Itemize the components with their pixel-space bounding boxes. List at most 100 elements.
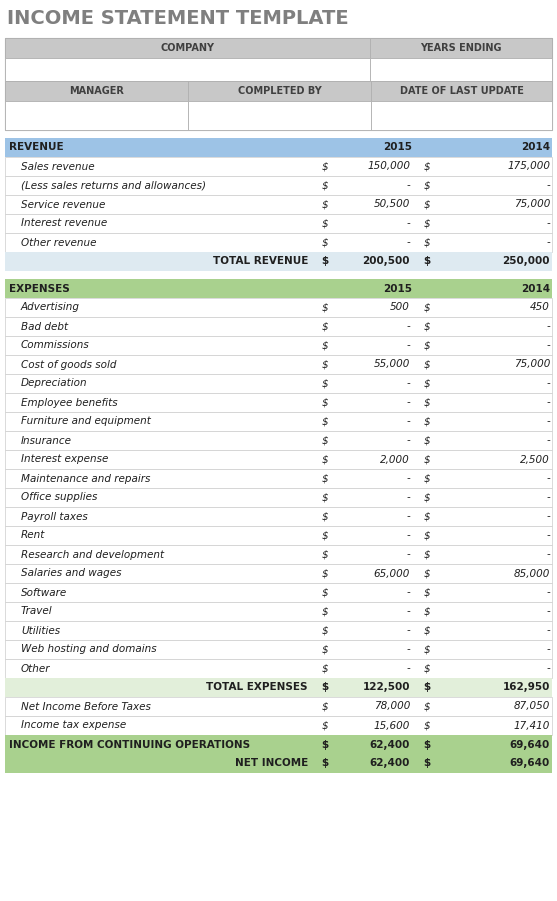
Text: $: $ [321,257,328,267]
Text: $: $ [321,238,328,248]
Bar [5,431,552,450]
Text: -: - [406,606,410,616]
Text: Rent: Rent [21,531,45,541]
Text: -: - [546,512,550,522]
Text: $: $ [321,474,328,484]
Text: Office supplies: Office supplies [21,493,97,503]
Text: $: $ [321,378,328,388]
Text: TOTAL REVENUE: TOTAL REVENUE [213,257,308,267]
Bar [5,659,552,678]
Text: $: $ [423,663,430,674]
Text: 2015: 2015 [383,142,412,152]
Text: $: $ [423,759,430,769]
Bar [5,545,552,564]
Text: -: - [546,606,550,616]
Text: $: $ [321,341,328,350]
Bar [188,81,371,101]
Text: 122,500: 122,500 [363,682,410,693]
Bar [5,640,552,659]
Text: REVENUE: REVENUE [9,142,63,152]
Text: 75,000: 75,000 [514,359,550,369]
Text: $: $ [321,180,328,190]
Text: $: $ [423,531,430,541]
Text: -: - [546,435,550,445]
Text: TOTAL EXPENSES: TOTAL EXPENSES [207,682,308,693]
Text: -: - [406,238,410,248]
Text: 15,600: 15,600 [374,721,410,731]
Text: Utilities: Utilities [21,625,60,635]
Text: -: - [546,474,550,484]
Text: $: $ [321,587,328,597]
Text: -: - [546,531,550,541]
Text: 85,000: 85,000 [514,569,550,578]
Text: 500: 500 [390,303,410,313]
Bar [5,678,552,697]
Text: 62,400: 62,400 [370,759,410,769]
Text: -: - [406,625,410,635]
Text: -: - [546,587,550,597]
Text: $: $ [321,759,328,769]
Text: 175,000: 175,000 [507,161,550,171]
Text: INCOME FROM CONTINUING OPERATIONS: INCOME FROM CONTINUING OPERATIONS [9,740,250,750]
Text: Income tax expense: Income tax expense [21,721,126,731]
Text: Payroll taxes: Payroll taxes [21,512,88,522]
Text: -: - [546,180,550,190]
Bar [5,697,552,716]
Bar [5,38,552,130]
Text: $: $ [423,180,430,190]
Text: -: - [406,587,410,597]
Text: COMPLETED BY: COMPLETED BY [238,86,321,96]
Text: Commissions: Commissions [21,341,90,350]
Text: $: $ [423,493,430,503]
Text: MANAGER: MANAGER [69,86,124,96]
Text: $: $ [423,512,430,522]
Text: Net Income Before Taxes: Net Income Before Taxes [21,702,151,712]
Text: INCOME STATEMENT TEMPLATE: INCOME STATEMENT TEMPLATE [7,10,349,29]
Text: $: $ [321,303,328,313]
Text: Research and development: Research and development [21,550,164,560]
Bar [5,157,552,176]
Text: $: $ [321,569,328,578]
Text: -: - [546,397,550,407]
Bar [5,138,552,157]
Bar [371,81,552,101]
Text: $: $ [423,550,430,560]
Bar [371,101,552,130]
Text: -: - [546,238,550,248]
Text: 2015: 2015 [383,284,412,294]
Bar [5,81,188,101]
Text: -: - [406,663,410,674]
Text: EXPENSES: EXPENSES [9,284,70,294]
Text: $: $ [423,625,430,635]
Text: $: $ [321,416,328,426]
Text: $: $ [423,359,430,369]
Text: $: $ [423,474,430,484]
Text: Travel: Travel [21,606,52,616]
Text: Other revenue: Other revenue [21,238,96,248]
Text: -: - [406,550,410,560]
Text: 450: 450 [530,303,550,313]
Text: 250,000: 250,000 [502,257,550,267]
Text: 50,500: 50,500 [374,199,410,210]
Bar [5,450,552,469]
Text: Web hosting and domains: Web hosting and domains [21,644,157,654]
Text: $: $ [423,322,430,332]
Text: $: $ [423,606,430,616]
Text: $: $ [321,219,328,229]
Text: $: $ [321,322,328,332]
Text: Maintenance and repairs: Maintenance and repairs [21,474,150,484]
Text: $: $ [423,257,430,267]
Bar [5,393,552,412]
Text: -: - [406,493,410,503]
Text: 162,950: 162,950 [502,682,550,693]
Text: $: $ [423,682,430,693]
Text: -: - [546,416,550,426]
Text: NET INCOME: NET INCOME [234,759,308,769]
Text: $: $ [423,454,430,465]
Bar [5,507,552,526]
Text: -: - [406,341,410,350]
Text: $: $ [321,702,328,712]
Text: 65,000: 65,000 [374,569,410,578]
Text: $: $ [321,435,328,445]
Text: 87,050: 87,050 [514,702,550,712]
